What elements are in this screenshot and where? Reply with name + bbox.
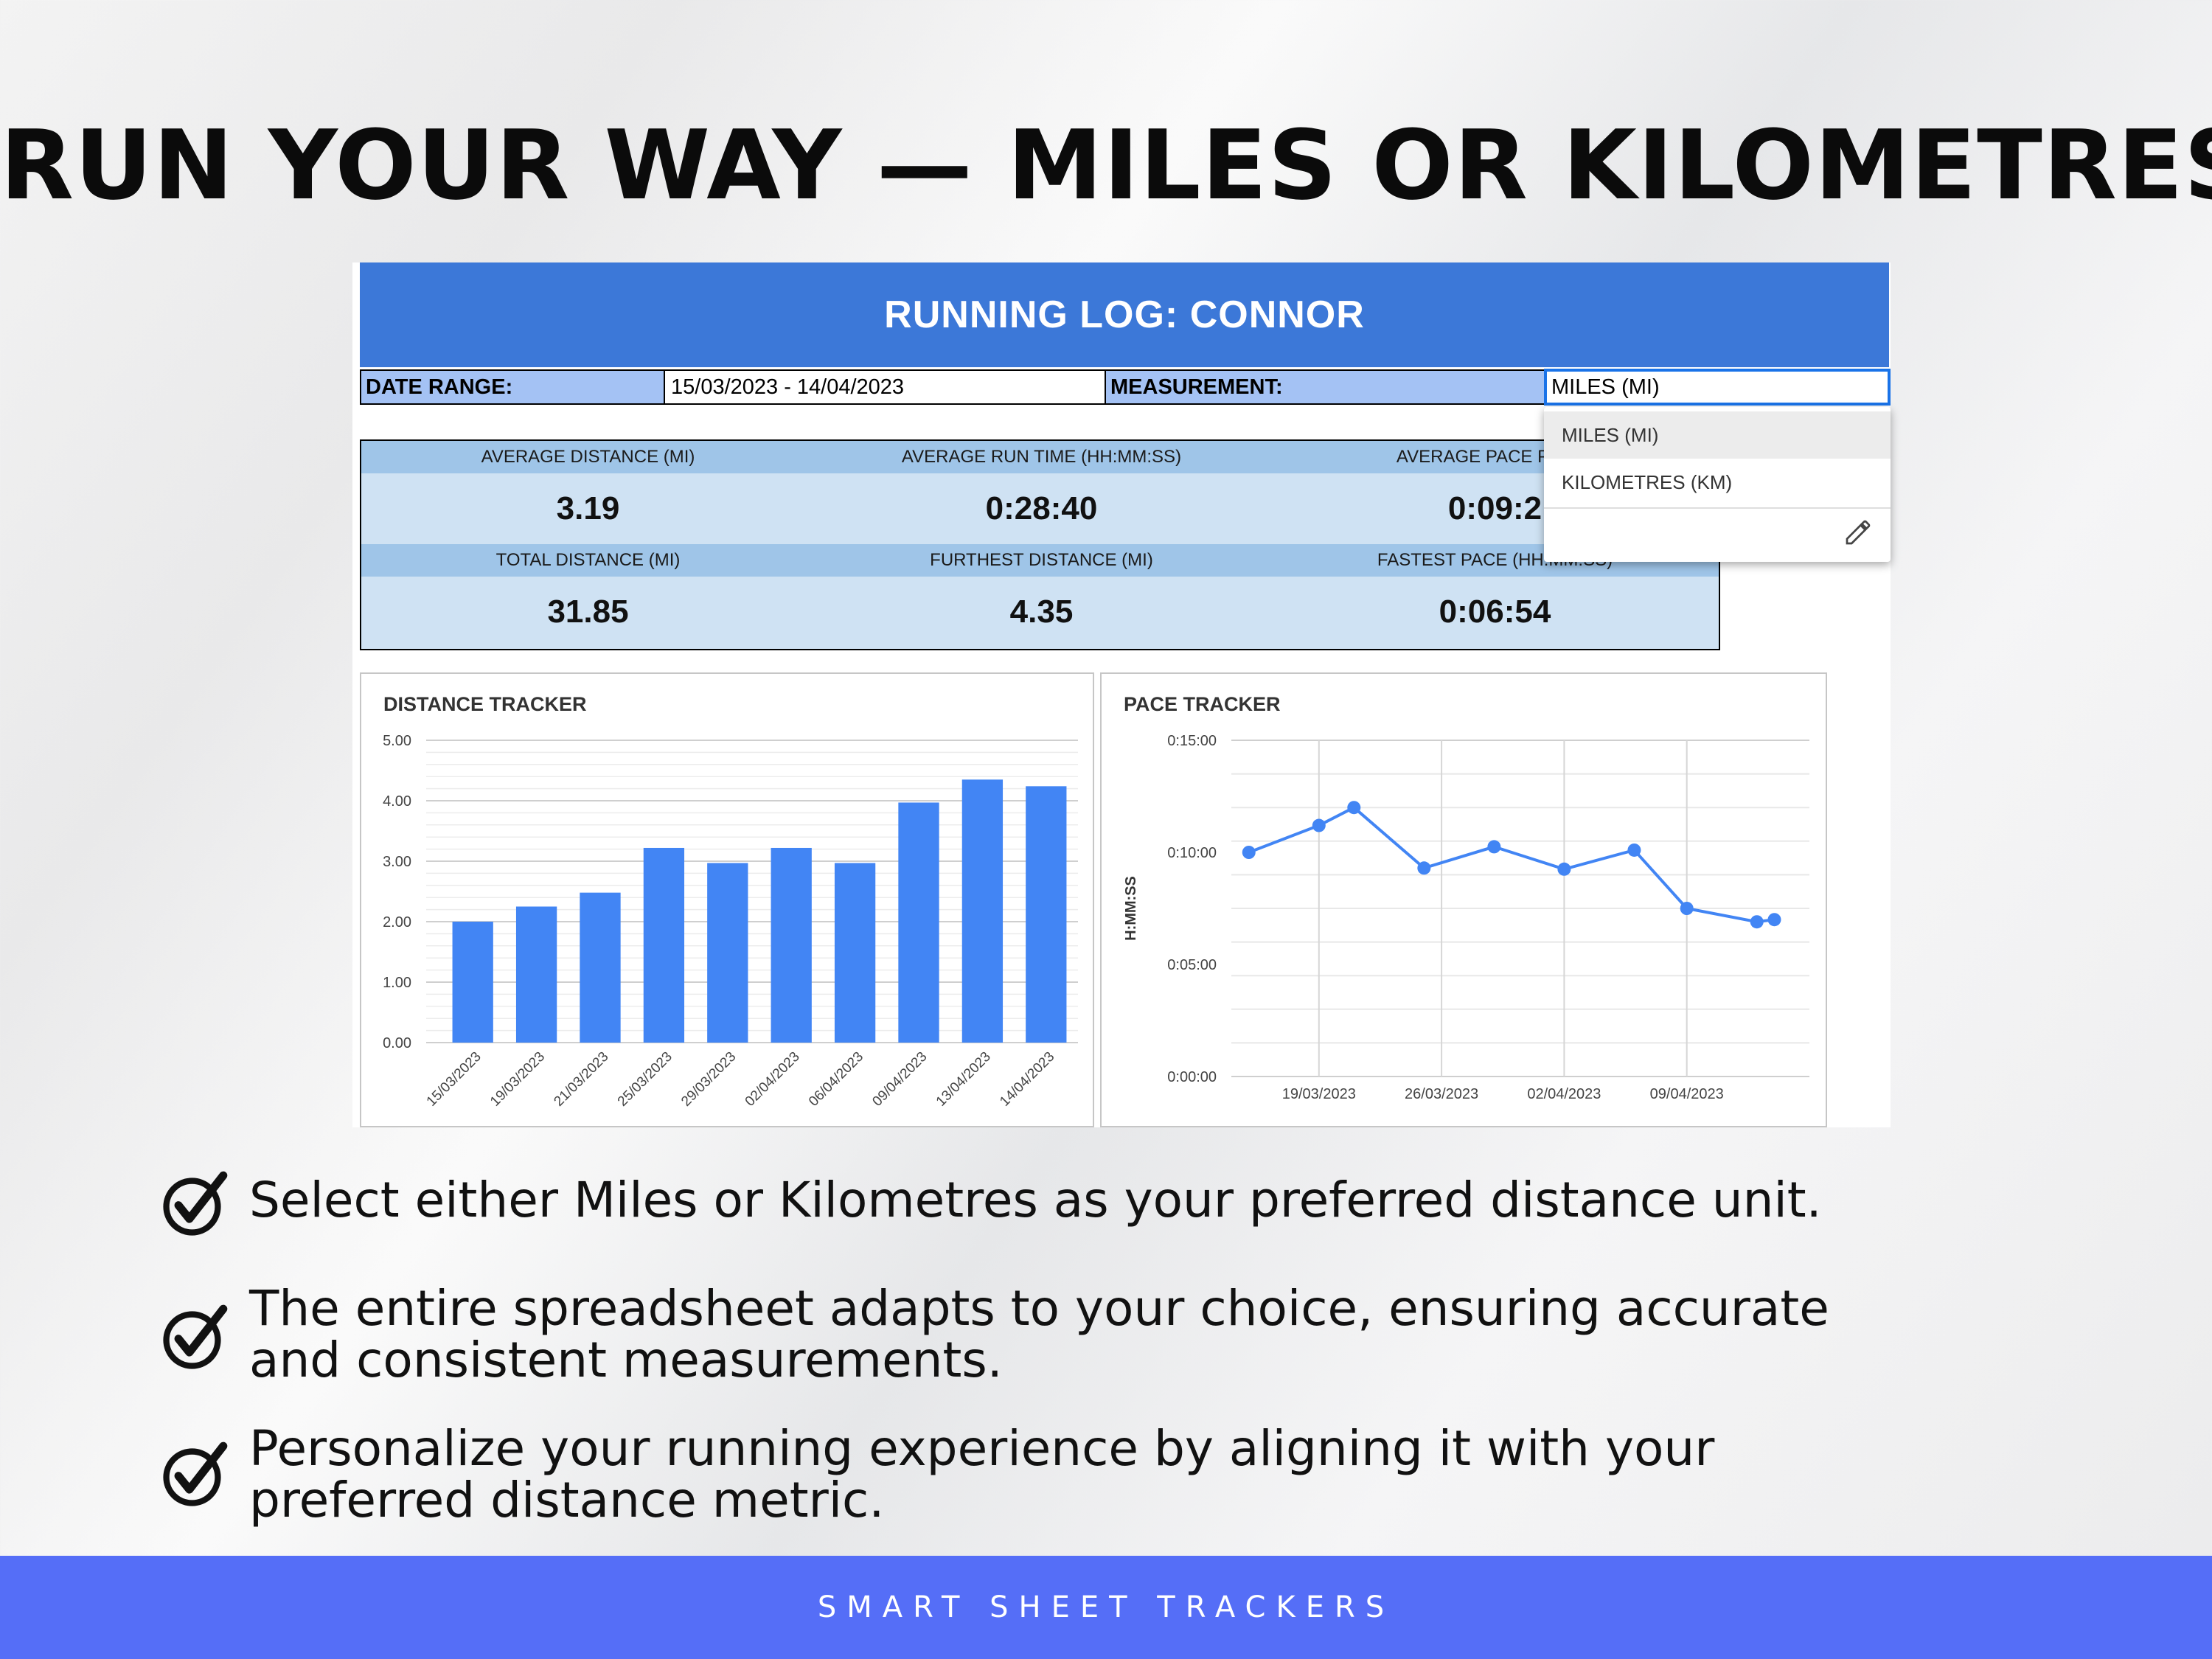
x-tick-label: 06/04/2023 (806, 1049, 866, 1110)
bar (1026, 786, 1067, 1043)
y-tick-label: 4.00 (383, 793, 411, 810)
y-tick-label: 5.00 (383, 733, 411, 749)
line-chart-plot: 0:00:00 0:05:00 0:10:00 0:15:00 19/03/2023 26… (1123, 733, 1809, 1102)
bar (643, 847, 685, 1043)
pace-line (1248, 805, 1775, 924)
avg-pace-value: 0:09:2 (1447, 490, 1543, 526)
date-range-field[interactable]: 15/03/2023 - 14/04/2023 (664, 371, 1106, 403)
bullet-1: Select either Miles or Kilometres as you… (162, 1169, 2153, 1242)
checkmark-circle-icon (163, 1171, 228, 1236)
data-point (1312, 818, 1326, 832)
furthest-distance-label: FURTHEST DISTANCE (MI) (930, 550, 1153, 570)
sheet-title: RUNNING LOG: CONNOR (360, 262, 1889, 367)
data-point (1557, 862, 1571, 876)
x-tick-label: 15/03/2023 (424, 1049, 484, 1110)
y-tick-label: 0:00:00 (1167, 1069, 1217, 1085)
measurement-dropdown-menu: MILES (MI) KILOMETRES (KM) (1544, 407, 1891, 562)
data-point (1242, 846, 1256, 859)
data-point (1750, 915, 1764, 929)
x-tick-label: 25/03/2023 (615, 1049, 675, 1110)
checkmark-circle-icon (163, 1304, 228, 1369)
x-tick-label: 09/04/2023 (1650, 1086, 1724, 1102)
x-tick-label: 13/04/2023 (933, 1049, 994, 1110)
x-tick-label: 14/04/2023 (997, 1049, 1057, 1110)
bar-chart-plot: 0.00 1.00 2.00 3.00 4.00 5.00 15/03/2023 19/03/… (383, 733, 1078, 1110)
x-tick-label: 29/03/2023 (678, 1049, 739, 1110)
bullet-text: and consistent measurements. (249, 1332, 1003, 1388)
chart-title: PACE TRACKER (1124, 693, 1281, 715)
data-point (1767, 913, 1781, 927)
bullet-text: Personalize your running experience by a… (249, 1420, 1715, 1477)
y-tick-label: 1.00 (383, 975, 411, 991)
bar (898, 802, 939, 1043)
avg-run-time-label: AVERAGE RUN TIME (HH:MM:SS) (901, 447, 1182, 467)
dropdown-option-miles[interactable]: MILES (MI) (1544, 411, 1891, 459)
data-point (1347, 801, 1361, 815)
bar (515, 906, 557, 1043)
x-tick-label: 21/03/2023 (551, 1049, 611, 1110)
y-tick-label: 0.00 (383, 1035, 411, 1051)
bar (707, 863, 748, 1043)
distance-tracker-chart: DISTANCE TRACKER 0.00 1.00 2.00 3.00 4.00 5.0… (360, 672, 1094, 1127)
bullet-3: Personalize your running experience by a… (162, 1423, 2153, 1534)
measurement-dropdown[interactable]: MILES (MI) (1544, 369, 1891, 406)
pencil-icon[interactable] (1843, 518, 1873, 547)
bar (834, 863, 876, 1043)
bullet-text: preferred distance metric. (249, 1472, 885, 1528)
fastest-pace-value: 0:06:54 (1439, 594, 1551, 630)
data-point (1417, 861, 1431, 875)
bar (771, 847, 812, 1043)
bullet-text: Select either Miles or Kilometres as you… (249, 1172, 1822, 1228)
avg-run-time-value: 0:28:40 (985, 490, 1098, 526)
chart-title: DISTANCE TRACKER (383, 693, 587, 715)
measurement-label: MEASUREMENT: (1110, 375, 1283, 399)
bullet-2: The entire spreadsheet adapts to your ch… (162, 1283, 2153, 1394)
pace-tracker-chart: PACE TRACKER 0:00:00 0:05:00 0:10:00 0:15:0… (1100, 672, 1827, 1127)
stats-label-band (361, 544, 1719, 577)
dropdown-divider (1544, 507, 1891, 509)
x-tick-label: 02/04/2023 (742, 1049, 803, 1110)
dropdown-option-kilometres[interactable]: KILOMETRES (KM) (1562, 471, 1733, 493)
date-range-label: DATE RANGE: (366, 375, 513, 399)
stats-panel: AVERAGE DISTANCE (MI) AVERAGE RUN TIME (… (360, 439, 1720, 650)
footer-brand: SMART SHEET TRACKERS (0, 1556, 2212, 1659)
y-axis-title: H:MM:SS (1123, 876, 1139, 941)
x-tick-label: 19/03/2023 (1282, 1086, 1356, 1102)
y-tick-label: 0:15:00 (1167, 733, 1217, 749)
data-point (1627, 843, 1641, 857)
bullet-text: The entire spreadsheet adapts to your ch… (249, 1280, 1829, 1337)
total-distance-value: 31.85 (547, 594, 629, 630)
bar (452, 922, 493, 1043)
x-tick-label: 09/04/2023 (869, 1049, 930, 1110)
y-tick-label: 0:10:00 (1167, 845, 1217, 861)
x-tick-label: 26/03/2023 (1405, 1086, 1478, 1102)
stats-label-band (361, 441, 1719, 473)
x-tick-label: 02/04/2023 (1527, 1086, 1601, 1102)
avg-distance-value: 3.19 (556, 490, 620, 526)
x-tick-label: 19/03/2023 (487, 1049, 548, 1110)
data-point (1487, 840, 1501, 854)
spreadsheet-screenshot: RUNNING LOG: CONNOR DATE RANGE: 15/03/20… (352, 262, 1891, 1127)
y-tick-label: 2.00 (383, 914, 411, 931)
bar (961, 779, 1004, 1043)
y-tick-label: 3.00 (383, 854, 411, 870)
checkmark-circle-icon (163, 1441, 228, 1506)
bar (580, 892, 621, 1043)
total-distance-label: TOTAL DISTANCE (MI) (495, 550, 681, 570)
y-tick-label: 0:05:00 (1167, 957, 1217, 973)
avg-distance-label: AVERAGE DISTANCE (MI) (481, 447, 695, 467)
furthest-distance-value: 4.35 (1009, 594, 1074, 630)
data-point (1680, 902, 1694, 915)
headline: RUN YOUR WAY — MILES OR KILOMETRES (0, 109, 2212, 221)
